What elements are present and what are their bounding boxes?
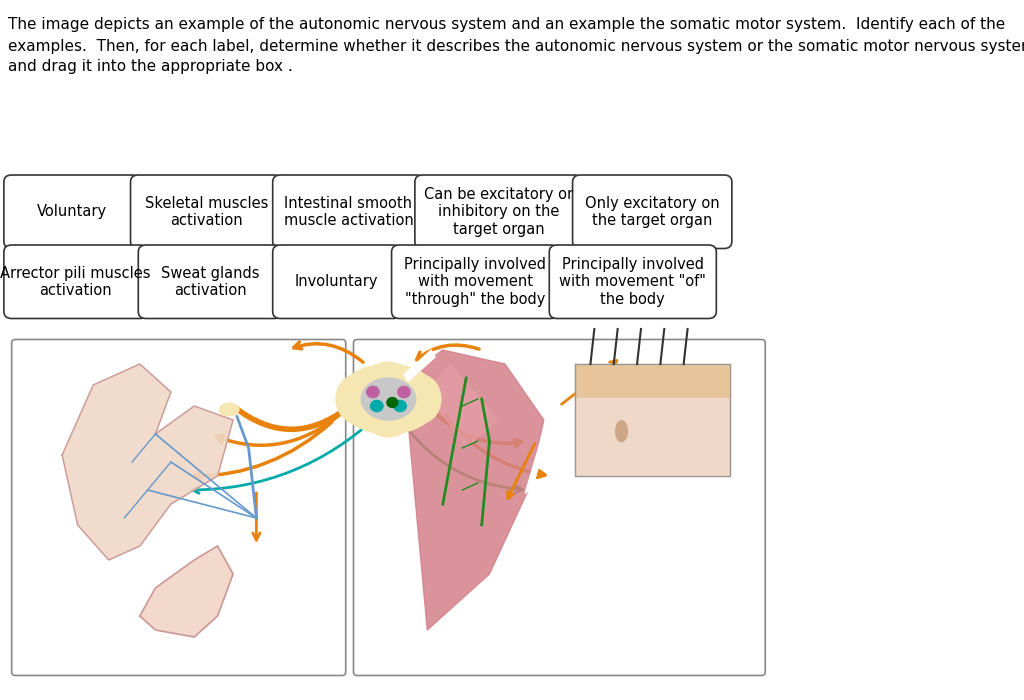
FancyBboxPatch shape (415, 175, 582, 248)
FancyBboxPatch shape (11, 340, 346, 676)
FancyBboxPatch shape (549, 245, 717, 318)
FancyBboxPatch shape (130, 175, 282, 248)
Circle shape (397, 386, 411, 398)
Ellipse shape (219, 403, 239, 416)
FancyBboxPatch shape (353, 340, 765, 676)
Polygon shape (62, 364, 233, 560)
Polygon shape (574, 364, 730, 398)
Circle shape (367, 386, 379, 398)
Ellipse shape (373, 363, 404, 379)
Ellipse shape (361, 378, 416, 420)
Text: Only excitatory on
the target organ: Only excitatory on the target organ (585, 195, 720, 228)
Circle shape (394, 400, 407, 412)
Text: Principally involved
with movement "of"
the body: Principally involved with movement "of" … (559, 257, 707, 307)
Ellipse shape (398, 374, 441, 423)
Text: Arrector pili muscles
activation: Arrector pili muscles activation (0, 265, 151, 298)
Text: Can be excitatory or
inhibitory on the
target organ: Can be excitatory or inhibitory on the t… (424, 187, 573, 237)
FancyBboxPatch shape (391, 245, 559, 318)
FancyBboxPatch shape (4, 175, 140, 248)
FancyBboxPatch shape (4, 245, 147, 318)
FancyBboxPatch shape (572, 175, 732, 248)
Text: Sweat glands
activation: Sweat glands activation (161, 265, 259, 298)
Text: The image depicts an example of the autonomic nervous system and an example the : The image depicts an example of the auto… (8, 18, 1024, 74)
Ellipse shape (338, 364, 439, 434)
FancyBboxPatch shape (138, 245, 282, 318)
Text: Principally involved
with movement
"through" the body: Principally involved with movement "thro… (404, 257, 546, 307)
Ellipse shape (615, 421, 628, 442)
Polygon shape (404, 350, 435, 382)
Polygon shape (574, 398, 730, 476)
Circle shape (387, 398, 397, 407)
Polygon shape (140, 546, 233, 637)
Text: Skeletal muscles
activation: Skeletal muscles activation (144, 195, 268, 228)
Text: Intestinal smooth
muscle activation: Intestinal smooth muscle activation (284, 195, 414, 228)
FancyBboxPatch shape (272, 175, 424, 248)
FancyBboxPatch shape (272, 245, 400, 318)
Text: Voluntary: Voluntary (37, 204, 106, 219)
Text: Involuntary: Involuntary (295, 274, 379, 289)
Polygon shape (427, 364, 498, 448)
Ellipse shape (371, 417, 406, 437)
Ellipse shape (336, 374, 379, 423)
Circle shape (371, 400, 383, 412)
Polygon shape (404, 350, 544, 630)
Polygon shape (525, 416, 552, 494)
